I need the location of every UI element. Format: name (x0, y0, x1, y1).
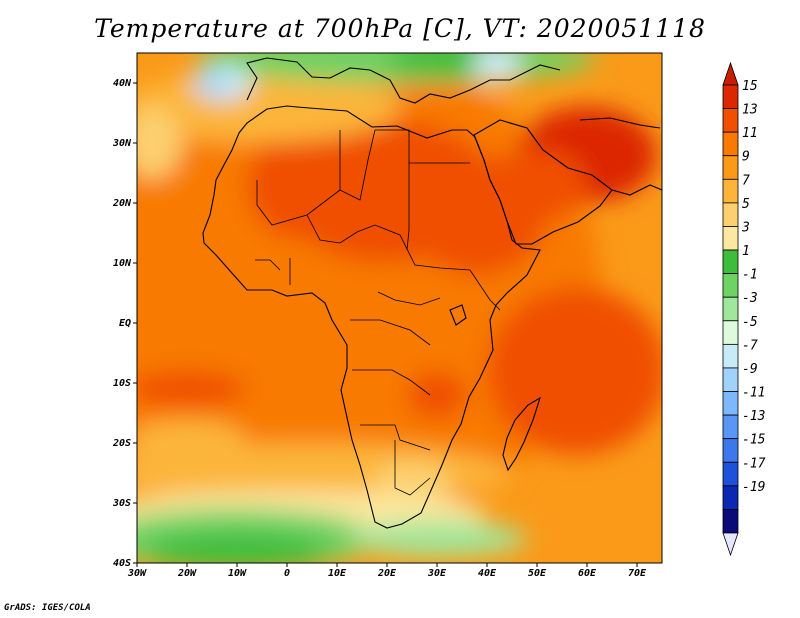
colorbar-label: -9 (742, 362, 758, 377)
lon-tick-label: 20W (177, 568, 197, 579)
lat-tick-label: 10N (113, 258, 132, 269)
lon-tick-label: 50E (528, 568, 547, 579)
temperature-zone (137, 107, 182, 179)
lon-tick-label: 30W (127, 568, 147, 579)
country-borders (255, 129, 501, 496)
colorbar-segment (722, 178, 739, 204)
colorbar-label: 9 (742, 150, 750, 165)
colorbar-segment (722, 414, 739, 440)
temperature-zone (487, 287, 662, 455)
colorbar-label: -7 (742, 338, 758, 353)
colorbar-segment (722, 249, 739, 275)
arabia-coastline (473, 119, 613, 245)
colorbar-label: -19 (742, 480, 765, 495)
madagascar-coastline (502, 396, 541, 472)
lon-tick-label: 60E (578, 568, 597, 579)
colorbar-segment (722, 367, 739, 392)
colorbar-segment (722, 155, 739, 180)
colorbar-segment (722, 273, 739, 298)
lat-tick-label: 30N (112, 138, 132, 149)
colorbar-top-arrow (722, 61, 739, 86)
lon-tick-label: 0 (284, 568, 290, 579)
colorbar-segment (722, 84, 739, 109)
colorbar-label: 3 (741, 220, 750, 235)
map-axes: 30W 20W 10W 0 10E 20E 30E 40E 50E 60E 70E 40N 30N 20N… (112, 78, 647, 579)
lake-victoria (449, 304, 467, 326)
coastlines (202, 57, 662, 529)
colorbar-segment (722, 226, 739, 251)
colorbar-label: 5 (742, 197, 750, 212)
lat-tick-label: 20S (112, 438, 131, 449)
colorbar-segment (722, 391, 739, 416)
colorbar-label: -3 (742, 291, 758, 306)
africa-coastline (202, 105, 541, 529)
lon-tick-label: 40E (478, 568, 497, 579)
colorbar-label: -5 (742, 315, 758, 330)
lon-tick-label: 30E (427, 568, 447, 579)
colorbar-label: -17 (742, 456, 766, 471)
colorbar-label: -13 (742, 409, 765, 424)
temperature-zone (137, 419, 247, 467)
colorbar-segment (722, 343, 739, 369)
colorbar-label: -1 (742, 268, 758, 283)
colorbar: 15 13 11 9 7 5 3 1 -1 -3 -5 -7 -9 -11 -13 -15 -17 -19 (722, 61, 766, 557)
colorbar-segment (722, 461, 739, 487)
colorbar-label: -15 (742, 433, 766, 448)
lat-tick-label: 40S (113, 558, 131, 569)
colorbar-segment (722, 296, 739, 322)
colorbar-label: 7 (742, 173, 750, 188)
europe-coastline (246, 57, 561, 104)
colorbar-label: 13 (742, 103, 758, 118)
colorbar-segment (722, 485, 739, 510)
temperature-zone (407, 371, 467, 419)
colorbar-segment (722, 320, 739, 345)
lat-tick-label: 40N (113, 78, 132, 89)
lon-tick-label: 20E (377, 568, 397, 579)
colorbar-label: 15 (742, 79, 758, 94)
lat-tick-label: 10S (113, 378, 131, 389)
temperature-zone (472, 53, 522, 83)
credit-label: GrADS: IGES/COLA (4, 603, 91, 613)
temperature-zone (137, 371, 247, 407)
colorbar-bottom-arrow (722, 532, 739, 557)
temperature-field (137, 53, 662, 563)
colorbar-label: 1 (742, 244, 750, 259)
temperature-zone (247, 131, 347, 239)
border-lines (255, 129, 501, 496)
temperature-zone (487, 149, 587, 221)
lat-tick-label: 20N (112, 198, 132, 209)
colorbar-segment (722, 108, 739, 133)
colorbar-segment (722, 202, 739, 227)
colorbar-label: -11 (742, 386, 765, 401)
temperature-zone (347, 521, 527, 557)
temperature-zone (147, 533, 327, 563)
lat-tick-label: EQ (119, 318, 131, 329)
lon-tick-label: 10W (228, 568, 247, 579)
lon-tick-label: 70E (628, 568, 647, 579)
colorbar-segment (722, 131, 739, 157)
plot-frame (136, 52, 663, 564)
colorbar-label: 11 (742, 126, 758, 141)
colorbar-segment (722, 509, 739, 534)
temperature-zone (197, 71, 227, 95)
colorbar-segment (722, 438, 739, 463)
asia-coastline (579, 117, 662, 196)
map-title: Temperature at 700hPa [C], VT: 202005111… (94, 14, 706, 43)
lat-tick-label: 30S (112, 498, 131, 509)
lon-tick-label: 10E (328, 568, 347, 579)
